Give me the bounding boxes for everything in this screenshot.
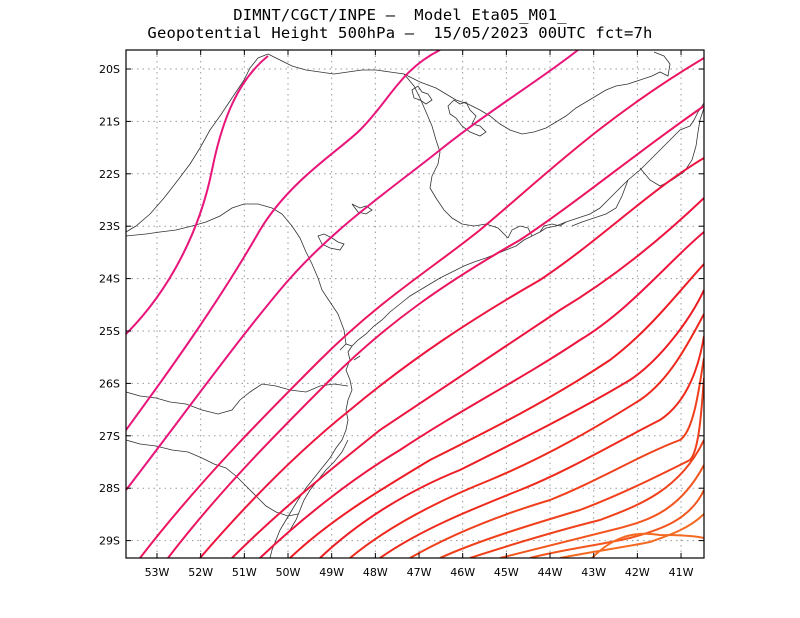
map-frame [125,49,705,559]
latitude-labels: 20S 21S 22S 23S 24S 25S 26S 27S 28S 29S [99,63,120,548]
height-contour-line [289,263,704,558]
lon-label: 52W [188,566,213,579]
longitude-labels: 53W 52W 51W 50W 49W 48W 47W 46W 45W 44W 43W 42W 41W [145,566,694,579]
height-contour-line [469,439,704,558]
height-contour-line [379,335,704,558]
height-contour-line [349,313,704,558]
lat-label: 23S [99,220,120,233]
lat-label: 27S [99,430,120,443]
axis-ticks [126,50,704,558]
coastline-and-borders [126,51,704,558]
height-contour-line [126,50,579,491]
lon-label: 42W [625,566,650,579]
height-contour-line [259,231,704,558]
lon-label: 48W [363,566,388,579]
lon-label: 43W [581,566,606,579]
height-contour-line [139,57,704,558]
title-line-2: Geopotential Height 500hPa – 15/05/2023 … [147,24,653,42]
lon-label: 46W [450,566,475,579]
height-contour-line [591,532,704,558]
lat-label: 24S [99,273,120,286]
height-contour-line [439,377,704,558]
lat-label: 20S [99,63,120,76]
lon-label: 47W [407,566,432,579]
height-contour-line [499,464,704,558]
height-contour-line [559,513,704,558]
lon-label: 41W [669,566,694,579]
map-title: DIMNT/CGCT/INPE – Model Eta05_M01_ Geopo… [0,6,800,42]
lat-label: 22S [99,168,120,181]
lat-label: 21S [99,115,120,128]
lon-label: 44W [538,566,563,579]
height-contour-line [231,197,704,558]
geopotential-height-contours [126,50,704,558]
lon-label: 51W [232,566,257,579]
height-contour-line [126,55,269,335]
lat-label: 25S [99,325,120,338]
height-contour-line [126,50,441,431]
lon-label: 45W [494,566,519,579]
lat-label: 28S [99,482,120,495]
lon-label: 53W [145,566,170,579]
height-contour-line [319,289,704,558]
height-contour-line [199,157,704,558]
height-contour-line [409,357,704,558]
lon-label: 50W [276,566,301,579]
lat-label: 26S [99,377,120,390]
height-contour-line [167,105,704,558]
lon-label: 49W [319,566,344,579]
lat-label: 29S [99,535,120,548]
title-line-1: DIMNT/CGCT/INPE – Model Eta05_M01_ [233,6,567,24]
height-contour-line [529,489,704,558]
